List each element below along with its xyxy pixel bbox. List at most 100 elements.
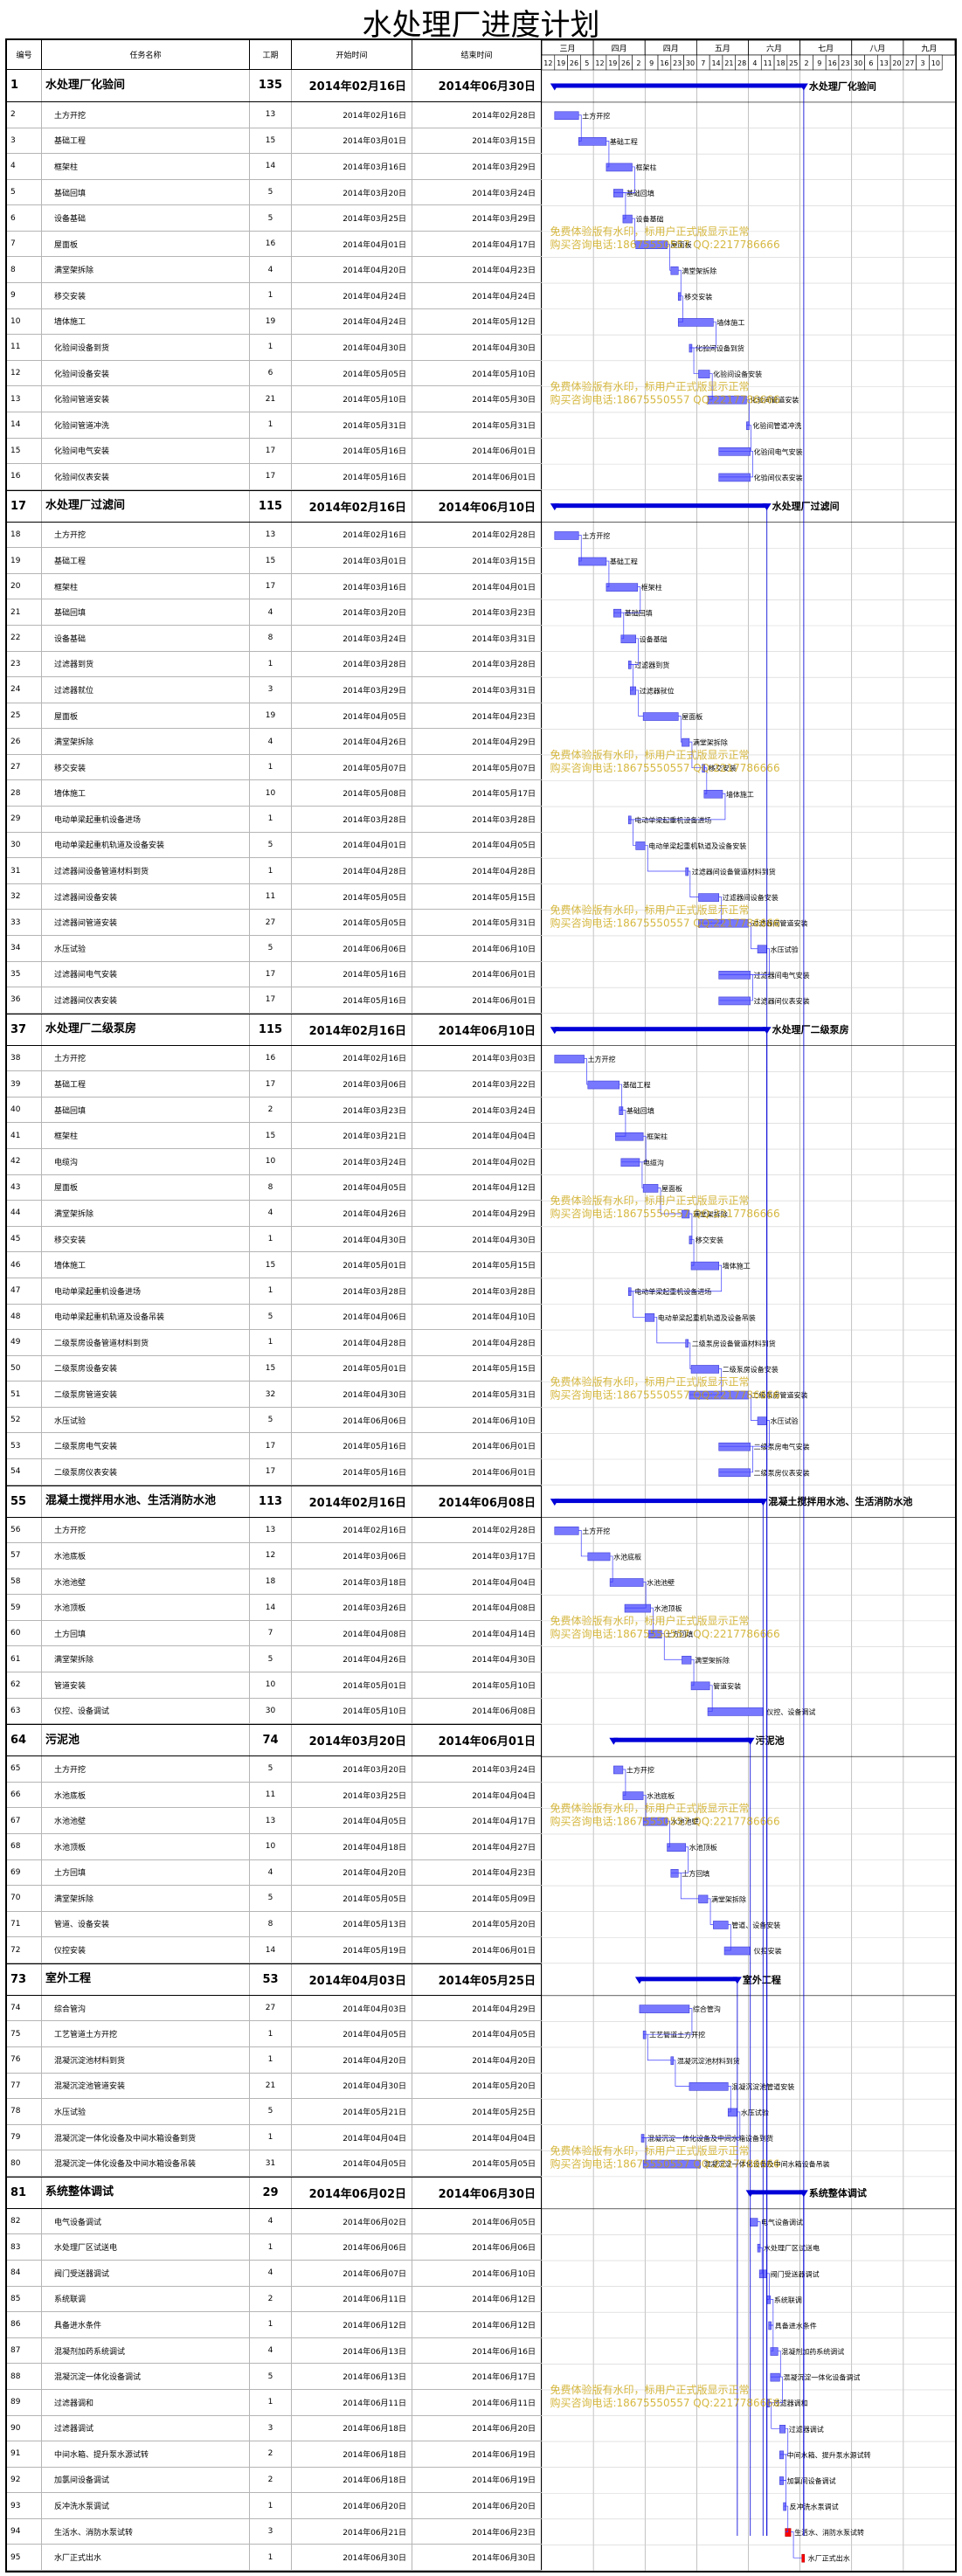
- task-no: 46: [7, 1252, 42, 1278]
- task-name: 混凝沉淀一体化设备及中间水箱设备到货: [42, 2124, 250, 2150]
- dependency-link: [689, 322, 716, 349]
- task-end: 2014年06月06日: [412, 2234, 542, 2261]
- task-row: 23 过滤器到货 1 2014年03月28日 2014年03月28日: [7, 651, 542, 678]
- task-name: 水池底板: [42, 1543, 250, 1568]
- task-row: 82 电气设备调试 4 2014年06月02日 2014年06月05日: [7, 2208, 542, 2235]
- task-start: 2014年06月06日: [292, 935, 412, 961]
- task-bar: [578, 557, 607, 566]
- dependency-link: [578, 1530, 588, 1557]
- task-row: 92 加氯间设备调试 2 2014年06月18日 2014年06月19日: [7, 2467, 542, 2494]
- dependency-link: [708, 1898, 714, 1925]
- task-end: 2014年05月10日: [412, 360, 542, 386]
- dependency-link: [678, 295, 683, 322]
- week-label: 23: [673, 59, 682, 67]
- task-duration: 19: [250, 703, 292, 729]
- task-start: 2014年04月05日: [292, 1808, 412, 1833]
- task-end: 2014年02月28日: [412, 522, 542, 548]
- task-start: 2014年05月05日: [292, 883, 412, 910]
- task-bar-label: 过滤器调和: [773, 2399, 808, 2407]
- week-label: 7: [701, 59, 705, 67]
- task-end: 2014年06月20日: [412, 2415, 542, 2441]
- dependency-link: [783, 2480, 786, 2507]
- task-no: 57: [7, 1543, 42, 1568]
- task-duration: 16: [250, 231, 292, 257]
- task-no: 8: [7, 257, 42, 283]
- task-end: 2014年03月22日: [412, 1071, 542, 1097]
- task-row: 72 仪控安装 14 2014年05月19日 2014年06月01日: [7, 1937, 542, 1963]
- task-end: 2014年05月15日: [412, 1252, 542, 1278]
- summary-start-cap: [550, 83, 559, 91]
- task-row: 38 土方开挖 16 2014年02月16日 2014年03月03日: [7, 1045, 542, 1072]
- task-bar: [689, 1236, 693, 1244]
- task-end: 2014年05月25日: [412, 1963, 542, 1995]
- week-label: 14: [711, 59, 720, 67]
- task-start: 2014年04月30日: [292, 1226, 412, 1252]
- task-bar-label: 混凝沉淀一体化设备调试: [783, 2373, 860, 2382]
- task-duration: 4: [250, 2208, 292, 2234]
- task-name: 过滤器间仪表安装: [42, 987, 250, 1013]
- task-no: 29: [7, 807, 42, 832]
- task-duration: 1: [250, 2124, 292, 2150]
- task-bar-label: 中间水箱、提升泵水源试转: [787, 2450, 871, 2459]
- task-start: 2014年04月20日: [292, 257, 412, 283]
- task-row: 28 墙体施工 10 2014年05月08日 2014年05月17日: [7, 780, 542, 807]
- task-bar: [682, 1655, 692, 1665]
- dependency-link: [770, 2351, 781, 2378]
- dependency-link: [698, 897, 723, 924]
- task-name: 混凝剂加药系统调试: [42, 2337, 250, 2364]
- task-bar-label: 综合管沟: [693, 2005, 721, 2013]
- dependency-link: [619, 1084, 623, 1111]
- task-name: 移交安装: [42, 1226, 250, 1252]
- task-start: 2014年04月30日: [292, 1381, 412, 1407]
- task-start: 2014年03月28日: [292, 651, 412, 677]
- task-start: 2014年04月28日: [292, 1330, 412, 1355]
- task-start: 2014年05月10日: [292, 386, 412, 412]
- dependency-link: [578, 114, 582, 142]
- task-row: 54 二级泵房仪表安装 17 2014年05月16日 2014年06月01日: [7, 1459, 542, 1485]
- task-name: 二级泵房仪表安装: [42, 1459, 250, 1485]
- task-name: 化验间设备安装: [42, 360, 250, 386]
- task-start: 2014年03月06日: [292, 1543, 412, 1568]
- task-no: 56: [7, 1517, 42, 1543]
- dependency-link: [728, 2086, 731, 2113]
- task-duration: 13: [250, 522, 292, 548]
- task-start: 2014年04月04日: [292, 2124, 412, 2150]
- dependency-link: [620, 1135, 647, 1163]
- task-duration: 1: [250, 858, 292, 883]
- task-row: 51 二级泵房管道安装 32 2014年04月30日 2014年05月31日: [7, 1381, 542, 1408]
- week-label: 16: [827, 59, 836, 67]
- task-end: 2014年04月12日: [412, 1174, 542, 1201]
- task-name: 基础回填: [42, 1097, 250, 1123]
- task-duration: 3: [250, 677, 292, 703]
- task-bar-label: 过滤器间电气安装: [754, 971, 810, 980]
- task-bar: [627, 815, 632, 825]
- task-no: 25: [7, 703, 42, 729]
- task-bar: [622, 214, 633, 224]
- task-duration: 1: [250, 412, 292, 438]
- task-row: 59 水池顶板 14 2014年03月26日 2014年04月08日: [7, 1595, 542, 1621]
- task-name: 土方开挖: [42, 1045, 250, 1071]
- task-bar: [718, 473, 751, 482]
- dependency-link: [718, 974, 753, 1001]
- dependency-link: [689, 741, 702, 769]
- page-title: 水处理厂进度计划: [362, 8, 600, 43]
- task-bar-label: 电气设备调试: [761, 2218, 803, 2226]
- task-name: 电缆沟: [42, 1149, 250, 1174]
- summary-row: 81 系统整体调试 29 2014年06月02日 2014年06月30日: [7, 2176, 542, 2209]
- task-name: 水处理厂二级泵房: [42, 1014, 250, 1045]
- task-name: 土方开挖: [42, 1756, 250, 1782]
- task-end: 2014年04月17日: [412, 231, 542, 257]
- watermark-line1: 免费体验版有水印，标用户正式版显示正常: [550, 225, 749, 238]
- task-bar-label: 化验间设备到货: [696, 344, 744, 353]
- task-name: 过滤器间设备管道材料到货: [42, 858, 250, 883]
- task-name: 仪控、设备调试: [42, 1698, 250, 1724]
- task-end: 2014年06月10日: [412, 2261, 542, 2286]
- task-duration: 17: [250, 1071, 292, 1097]
- task-start: 2014年04月01日: [292, 231, 412, 257]
- task-start: 2014年03月25日: [292, 205, 412, 231]
- week-label: 26: [570, 59, 578, 67]
- task-row: 60 土方回填 7 2014年04月08日 2014年04月14日: [7, 1620, 542, 1647]
- task-name: 化验间管道冲洗: [42, 412, 250, 438]
- dependency-link: [628, 638, 640, 665]
- task-no: 20: [7, 573, 42, 599]
